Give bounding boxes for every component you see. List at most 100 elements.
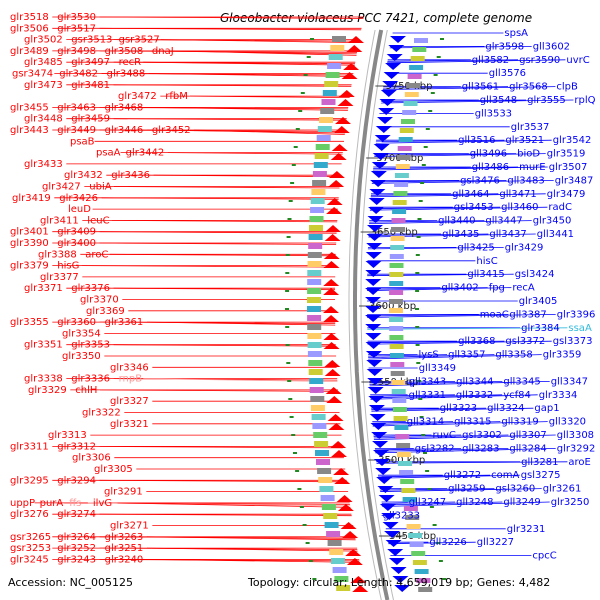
feature-block: [330, 558, 345, 564]
forward-gene-arrow: [323, 333, 340, 340]
feature-marker: [430, 92, 435, 94]
feature-marker: [288, 200, 293, 202]
leader-line: [146, 536, 356, 541]
reverse-gene-arrow: [368, 198, 385, 205]
gene-label-uvrC: uvrC: [566, 55, 589, 66]
gene-label-gll3233: gll3233: [383, 510, 420, 521]
forward-gene-arrow: [333, 468, 350, 475]
gene-label-glr3411: glr3411: [40, 215, 79, 226]
leader-line: [81, 265, 336, 268]
forward-gene-arrow: [328, 180, 345, 187]
gene-label-glr3507: glr3507: [549, 162, 588, 173]
forward-gene-arrow: [352, 585, 369, 592]
gene-label-gll3582: gll3582: [472, 55, 509, 66]
topology-label: Topology:: [248, 576, 300, 589]
reverse-gene-arrow: [366, 360, 383, 367]
leader-line: [383, 86, 509, 89]
feature-block: [389, 353, 404, 358]
feature-block: [307, 279, 322, 285]
feature-marker: [425, 128, 430, 130]
feature-block: [314, 441, 329, 447]
gene-label-glr3245: glr3245: [10, 554, 49, 565]
gene-label-glr3498: glr3498: [57, 46, 96, 57]
reverse-gene-arrow: [365, 351, 382, 358]
leader-line: [369, 220, 532, 224]
feature-block: [411, 551, 426, 556]
feature-block: [321, 504, 336, 510]
feature-block: [315, 144, 330, 150]
gene-label-glr3334: glr3334: [539, 390, 578, 401]
forward-gene-arrow: [342, 531, 359, 538]
gene-label-uppP: uppP: [10, 498, 35, 509]
genome-backbone-arc: [348, 29, 394, 600]
reverse-gene-arrow: [374, 459, 390, 466]
leader-line: [382, 86, 556, 90]
gene-label-glr3371: glr3371: [24, 283, 63, 294]
gene-label-glr3472: glr3472: [118, 91, 157, 102]
feature-block: [391, 389, 406, 394]
gene-label-aroE: aroE: [568, 457, 590, 468]
feature-block: [308, 243, 323, 249]
gene-label-glr3361: glr3361: [105, 317, 144, 328]
leader-line: [99, 27, 362, 31]
gene-label-glr3321: glr3321: [110, 419, 149, 430]
topology-value: circular: [302, 576, 344, 589]
gene-label-gll3435: gll3435: [442, 229, 479, 240]
reverse-gene-arrow: [365, 306, 381, 313]
leader-line: [366, 287, 488, 290]
gene-label-glr3377: glr3377: [40, 272, 79, 283]
feature-block: [307, 315, 322, 321]
gene-label-glr3312: glr3312: [57, 441, 96, 452]
gene-label-gsr3474: gsr3474: [12, 69, 53, 80]
gene-label-glr3313: glr3313: [48, 430, 87, 441]
feature-marker: [415, 272, 420, 274]
gene-label-glr3542: glr3542: [553, 135, 592, 146]
leader-line: [370, 394, 503, 399]
gene-label-glr3463: glr3463: [57, 102, 96, 113]
feature-block: [313, 432, 328, 438]
gene-label-glr3292: glr3292: [557, 443, 596, 454]
gene-label-gsl3424: gsl3424: [515, 269, 555, 280]
forward-gene-arrow: [326, 396, 343, 403]
feature-marker: [421, 164, 426, 166]
reverse-gene-arrow: [377, 117, 393, 124]
feature-block: [307, 270, 322, 276]
leader-line: [143, 378, 338, 382]
gene-label-gll3460: gll3460: [501, 202, 538, 213]
leader-line: [143, 61, 355, 66]
feature-block: [327, 540, 342, 546]
reverse-gene-arrow: [365, 252, 382, 259]
feature-block: [392, 209, 407, 214]
left-gene-leader-lines: [34, 16, 364, 563]
feature-block: [307, 351, 322, 357]
reverse-gene-arrow: [373, 144, 390, 151]
leader-line: [160, 39, 359, 43]
gene-label-glr3305: glr3305: [94, 464, 133, 475]
leader-line: [153, 174, 341, 178]
gene-label-glr3517: glr3517: [57, 23, 96, 34]
leader-line: [373, 434, 462, 437]
feature-block: [418, 587, 433, 592]
gene-label-glr3295: glr3295: [10, 475, 49, 486]
reverse-gene-arrow: [367, 387, 384, 394]
reverse-gene-arrow: [388, 558, 405, 565]
leader-line: [113, 84, 352, 87]
gene-label-gsl3453: gsl3453: [454, 202, 494, 213]
gene-label-dnaJ: dnaJ: [152, 46, 174, 57]
gene-label-recR: recR: [119, 57, 142, 68]
gene-label-gll3483: gll3483: [507, 175, 544, 186]
backbone-arc: [348, 29, 382, 600]
gene-label-glr3482: glr3482: [59, 69, 98, 80]
gene-label-hisG: hisG: [57, 261, 79, 272]
length-label: Length:: [350, 576, 393, 589]
feature-block: [389, 317, 404, 322]
reverse-gene-arrow: [366, 234, 383, 241]
feature-block: [313, 162, 328, 168]
feature-marker: [415, 290, 420, 292]
gene-label-glr3568: glr3568: [509, 82, 548, 93]
gene-label-gll3281: gll3281: [521, 457, 558, 468]
leader-line: [99, 16, 364, 19]
gene-label-gsl3302: gsl3302: [462, 430, 502, 441]
